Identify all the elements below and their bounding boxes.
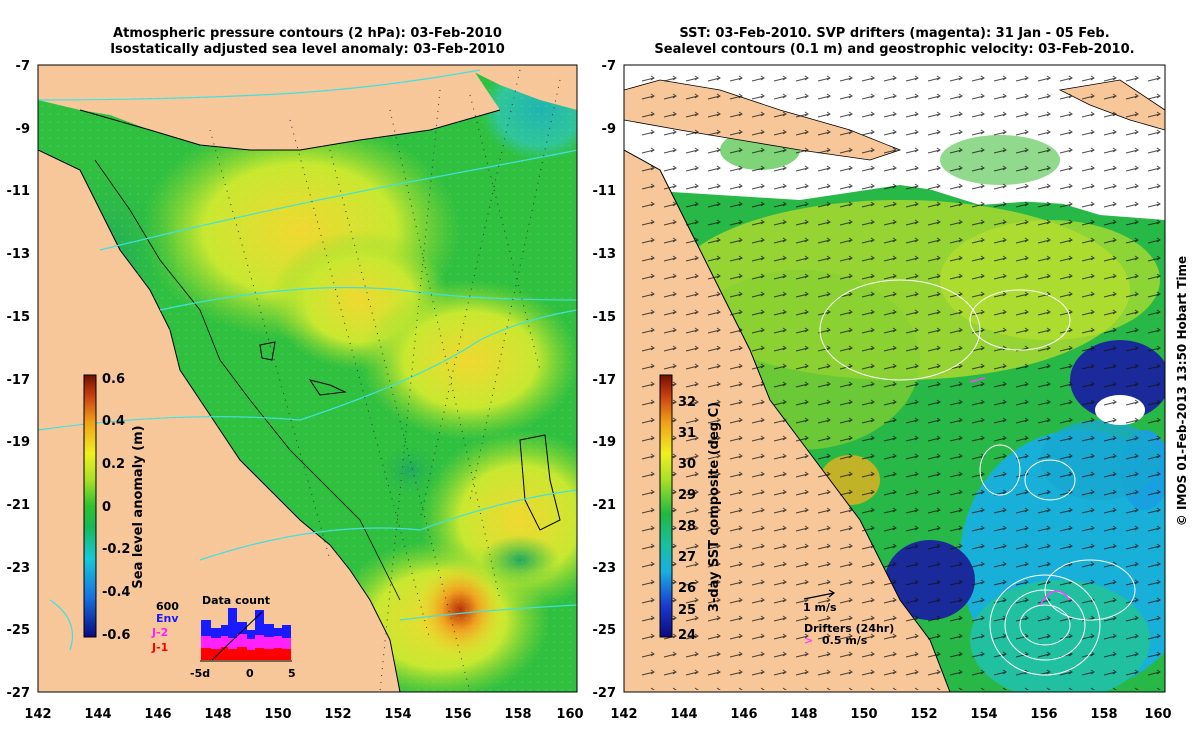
credit-text: © IMOS 01-Feb-2013 13:50 Hobart Time (1175, 255, 1189, 527)
left-colorbar: 0.6 0.4 0.2 0 -0.2 -0.4 -0.6 Sea level a… (83, 372, 146, 643)
y-tick: -15 (7, 310, 31, 325)
y-tick: -21 (7, 498, 31, 513)
right-x-axis: 142 144 146 148 150 152 154 156 158 160 (610, 707, 1171, 722)
x-tick: 146 (144, 707, 171, 722)
y-tick: -11 (7, 184, 31, 199)
left-map (38, 65, 577, 692)
y-tick: -13 (7, 247, 31, 262)
right-cb-tick: 30 (678, 457, 696, 472)
left-colorbar-label: Sea level anomaly (m) (131, 425, 146, 588)
x-tick: 154 (970, 707, 997, 722)
right-colorbar: 32 31 30 29 28 27 26 25 24 3-day SST com… (659, 374, 722, 643)
data-count-inset: Data count 600 Env J-2 J-1 -5d 0 5 (151, 594, 296, 680)
right-cb-tick: 25 (678, 603, 696, 618)
right-cb-tick: 26 (678, 581, 696, 596)
left-cb-tick: -0.6 (102, 628, 130, 643)
x-tick: 152 (324, 707, 351, 722)
y-tick: -9 (16, 122, 30, 137)
left-map-frame (37, 64, 578, 693)
left-y-axis: -7 -9 -11 -13 -15 -17 -19 -21 -23 -25 -2… (7, 59, 31, 701)
x-tick: 144 (670, 707, 697, 722)
left-title-line2: Isostatically adjusted sea level anomaly… (110, 42, 505, 57)
left-cb-tick: 0 (102, 500, 111, 515)
velocity-scale: 1 m/s Drifters (24hr) > 0.5 m/s (803, 589, 894, 647)
left-cb-tick: 0.6 (102, 372, 125, 387)
x-tick: 148 (204, 707, 231, 722)
y-tick: -27 (7, 686, 31, 701)
left-cb-tick: -0.4 (102, 585, 130, 600)
y-tick: -7 (16, 59, 30, 74)
x-tick: 156 (444, 707, 471, 722)
y-tick: -17 (593, 373, 617, 388)
right-title-line1: SST: 03-Feb-2010. SVP drifters (magenta)… (679, 26, 1110, 41)
inset-bars (200, 608, 292, 662)
y-tick: -23 (7, 561, 31, 576)
y-tick: -19 (593, 435, 617, 450)
right-y-axis: -7 -9 -11 -13 -15 -17 -19 -21 -23 -25 -2… (593, 59, 617, 701)
y-tick: -25 (593, 623, 617, 638)
inset-x-right: 5 (288, 667, 296, 680)
right-cb-tick: 32 (678, 395, 696, 410)
velocity-arrow-icon (803, 589, 836, 600)
x-tick: 156 (1030, 707, 1057, 722)
left-colorbar-ticks: 0.6 0.4 0.2 0 -0.2 -0.4 -0.6 (102, 372, 130, 643)
right-cb-tick: 29 (678, 488, 696, 503)
y-tick: -7 (602, 59, 616, 74)
x-tick: 144 (84, 707, 111, 722)
inset-x-mid: 0 (246, 667, 254, 680)
inset-title: Data count (202, 594, 270, 607)
y-tick: -11 (593, 184, 617, 199)
x-tick: 150 (264, 707, 291, 722)
x-tick: 142 (24, 707, 51, 722)
drifter-scale-label: 0.5 m/s (822, 634, 868, 647)
inset-legend-j2: J-2 (151, 626, 168, 639)
x-tick: 158 (504, 707, 531, 722)
y-tick: -25 (7, 623, 31, 638)
drifter-title: Drifters (24hr) (804, 622, 894, 635)
right-cb-tick: 27 (678, 550, 696, 565)
right-cb-tick: 31 (678, 426, 696, 441)
right-cb-tick: 28 (678, 519, 696, 534)
y-tick: -23 (593, 561, 617, 576)
inset-ymax: 600 (156, 600, 179, 613)
inset-legend-env: Env (156, 612, 179, 625)
x-tick: 158 (1090, 707, 1117, 722)
right-map-frame (623, 64, 1166, 693)
velocity-scale-label: 1 m/s (803, 601, 837, 614)
left-cb-tick: 0.4 (102, 414, 125, 429)
left-cb-tick: -0.2 (102, 542, 130, 557)
inset-legend-j1: J-1 (151, 641, 168, 654)
right-title: SST: 03-Feb-2010. SVP drifters (magenta)… (624, 26, 1165, 58)
left-cb-tick: 0.2 (102, 457, 125, 472)
right-title-line2: Sealevel contours (0.1 m) and geostrophi… (654, 42, 1135, 57)
left-x-axis: 142 144 146 148 150 152 154 156 158 160 (24, 707, 583, 722)
drifter-chevron-icon: > (804, 634, 813, 647)
right-map (624, 65, 1165, 692)
x-tick: 150 (850, 707, 877, 722)
right-colorbar-label: 3-day SST composite (deg C) (707, 402, 722, 612)
x-tick: 142 (610, 707, 637, 722)
x-tick: 146 (730, 707, 757, 722)
left-title: Atmospheric pressure contours (2 hPa): 0… (38, 26, 577, 58)
y-tick: -21 (593, 498, 617, 513)
x-tick: 160 (556, 707, 583, 722)
x-tick: 160 (1144, 707, 1171, 722)
x-tick: 152 (910, 707, 937, 722)
x-tick: 154 (384, 707, 411, 722)
left-title-line1: Atmospheric pressure contours (2 hPa): 0… (113, 26, 502, 41)
y-tick: -9 (602, 122, 616, 137)
x-tick: 148 (790, 707, 817, 722)
y-tick: -27 (593, 686, 617, 701)
y-tick: -17 (7, 373, 31, 388)
y-tick: -13 (593, 247, 617, 262)
inset-x-left: -5d (190, 667, 210, 680)
y-tick: -19 (7, 435, 31, 450)
y-tick: -15 (593, 310, 617, 325)
right-cb-tick: 24 (678, 628, 696, 643)
